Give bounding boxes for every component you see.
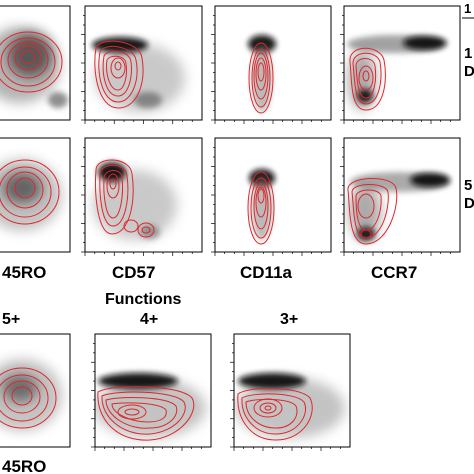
axis-ticks: [340, 15, 451, 124]
axis-ticks: [211, 147, 322, 256]
function-label-3plus: 3+: [280, 311, 298, 328]
axis-ticks: [81, 15, 193, 124]
label-row3-cd45ro: 45RO: [2, 457, 46, 474]
panel-row2-cd57: [84, 137, 203, 253]
panel-row2-cd45ro: [0, 137, 71, 253]
panel-row2-cd11a: [214, 137, 332, 253]
axis-ticks: [91, 343, 202, 451]
label-row2-cd45ro: 45RO: [2, 263, 46, 282]
right-label-row1-a: 1: [464, 45, 472, 62]
axis-ticks: [211, 15, 322, 124]
label-row2-ccr7: CCR7: [371, 263, 417, 282]
function-label-5plus: 5+: [2, 311, 20, 328]
panel-row1-ccr7: [343, 5, 461, 121]
label-row2-cd11a: CD11a: [240, 263, 293, 282]
panel-row3-5plus: [0, 333, 71, 448]
axis-ticks: [81, 147, 193, 256]
right-label-row2-b: D: [464, 195, 474, 212]
panel-row2-ccr7: [343, 137, 461, 253]
frame-row1-cd45ro: [0, 5, 71, 121]
corner-fragment: 1: [464, 1, 471, 16]
axis-ticks: [340, 147, 451, 256]
right-label-row1-b: D: [464, 63, 474, 80]
panel-row1-cd57: [84, 5, 203, 121]
right-label-row2-a: 5: [464, 177, 472, 194]
panel-row3-4plus: [94, 333, 212, 448]
frame-row2-cd45ro: [0, 137, 71, 253]
axis-ticks: [230, 343, 341, 451]
function-label-4plus: 4+: [140, 311, 158, 328]
panel-row1-cd11a: [214, 5, 332, 121]
label-row2-cd57: CD57: [112, 263, 155, 282]
panel-row1-cd45ro: [0, 5, 71, 121]
functions-title: Functions: [105, 291, 182, 308]
panel-row3-3plus: [233, 333, 351, 448]
frame-row3-5plus: [0, 333, 71, 448]
